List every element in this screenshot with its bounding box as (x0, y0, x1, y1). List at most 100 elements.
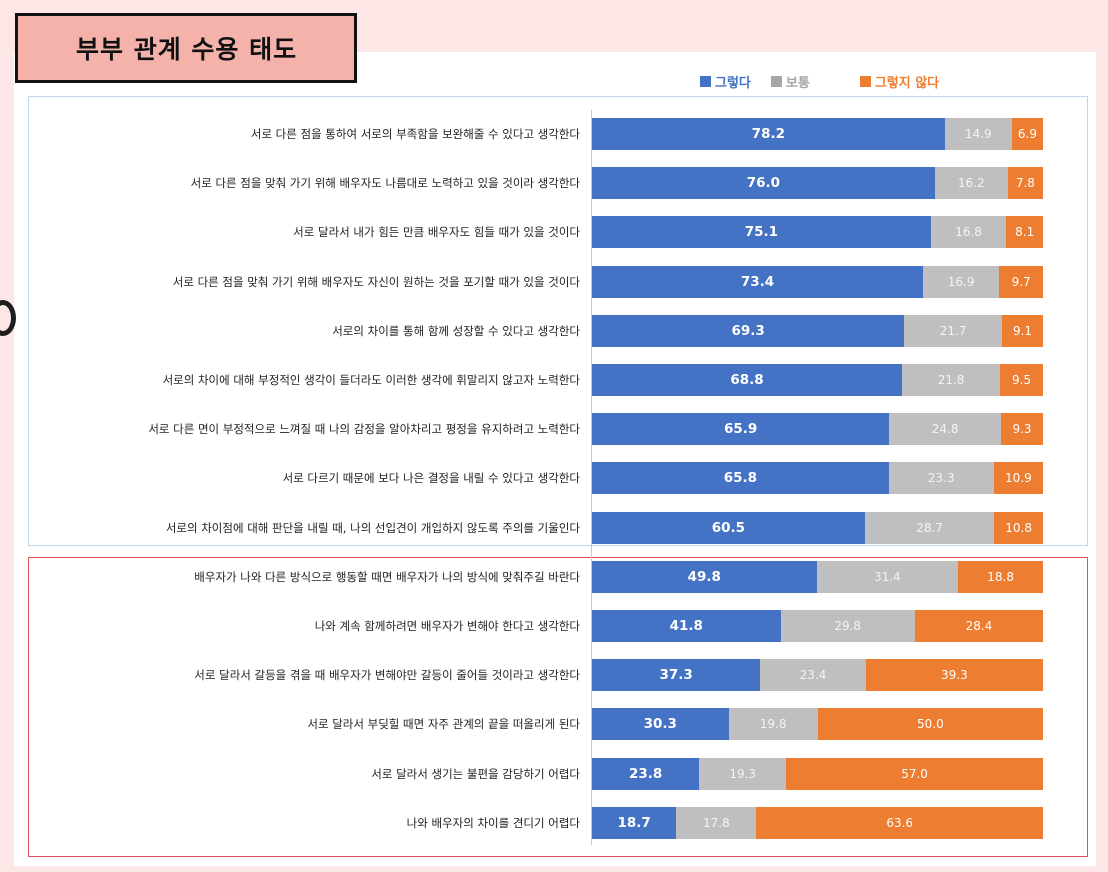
chart-title: 부부 관계 수용 태도 (15, 13, 357, 83)
bar-segment-neutral: 31.4 (816, 561, 959, 593)
bar-segment-neutral: 17.8 (676, 807, 757, 839)
bar-segment-no: 18.8 (958, 561, 1043, 593)
data-label: 76.0 (746, 175, 781, 191)
data-label: 16.9 (947, 275, 975, 289)
data-label: 78.2 (751, 126, 785, 142)
category-label: 서로의 차이에 대해 부정적인 생각이 들더라도 이러한 생각에 휘말리지 않고… (162, 373, 580, 387)
data-label: 21.7 (939, 324, 967, 338)
data-label: 21.8 (937, 373, 965, 387)
bar-segment-yes: 30.3 (592, 708, 729, 740)
bar-segment-yes: 65.9 (592, 413, 890, 445)
bar-segment-neutral: 24.8 (889, 413, 1002, 445)
chart-title-text: 부부 관계 수용 태도 (76, 35, 298, 64)
data-label: 23.8 (628, 766, 663, 782)
data-label: 63.6 (886, 816, 914, 830)
bar-segment-neutral: 21.7 (904, 315, 1002, 347)
data-label: 18.8 (987, 570, 1014, 584)
category-label: 서로 달라서 부딪힐 때면 자주 관계의 끝을 떠올리게 된다 (307, 717, 580, 731)
legend-label-neutral: 보통 (785, 76, 810, 91)
bar-segment-yes: 41.8 (592, 610, 781, 642)
category-label: 서로의 차이점에 대해 판단을 내릴 때, 나의 선입견이 개입하지 않도록 주… (165, 521, 580, 535)
data-label: 41.8 (669, 618, 703, 634)
decorative-swirl-icon (0, 300, 16, 336)
data-label: 49.8 (687, 569, 721, 585)
bar-segment-yes: 78.2 (592, 118, 945, 150)
data-label: 29.8 (834, 619, 862, 633)
data-label: 65.9 (723, 421, 758, 437)
legend: 그렇다 보통 그렇지 않다 (700, 72, 939, 91)
data-label: 60.5 (711, 520, 746, 536)
bar-segment-no: 28.4 (914, 610, 1043, 642)
legend-swatch-no (859, 76, 871, 87)
bar-segment-yes: 68.8 (592, 364, 902, 396)
positive-items-group (28, 96, 1088, 546)
data-label: 9.5 (1012, 373, 1032, 387)
legend-swatch-yes (700, 76, 711, 87)
category-label: 나와 계속 함께하려면 배우자가 변해야 한다고 생각한다 (314, 619, 580, 633)
data-label: 65.8 (723, 470, 758, 486)
category-label: 서로 다른 점을 통하여 서로의 부족함을 보완해줄 수 있다고 생각한다 (250, 127, 580, 141)
data-label: 14.9 (964, 127, 992, 141)
bar-segment-no: 9.3 (1001, 413, 1043, 445)
data-label: 8.1 (1015, 225, 1035, 239)
bar-segment-neutral: 14.9 (944, 118, 1012, 150)
legend-item-yes: 그렇다 (700, 72, 751, 91)
bar-segment-no: 6.9 (1011, 118, 1043, 150)
data-label: 19.3 (729, 767, 757, 781)
legend-item-neutral: 보통 (770, 72, 810, 91)
data-label: 50.0 (916, 717, 944, 731)
bar-segment-yes: 60.5 (592, 512, 865, 544)
category-label: 서로 다른 점을 맞춰 가기 위해 배우자도 자신이 원하는 것을 포기할 때가… (172, 275, 580, 289)
data-label: 23.3 (927, 471, 955, 485)
legend-label-no: 그렇지 않다 (874, 76, 940, 91)
bar-segment-no: 9.1 (1002, 315, 1043, 347)
data-label: 28.7 (916, 521, 943, 535)
legend-swatch-neutral (770, 76, 782, 87)
bar-segment-no: 10.8 (994, 512, 1043, 544)
data-label: 10.9 (1005, 471, 1032, 485)
category-label: 서로 다른 면이 부정적으로 느껴질 때 나의 감정을 알아차리고 평정을 유지… (148, 422, 580, 436)
category-label: 서로 다른 점을 맞춰 가기 위해 배우자도 나름대로 노력하고 있을 것이라 … (190, 176, 580, 190)
category-label: 나와 배우자의 차이를 견디기 어렵다 (406, 816, 580, 830)
bar-segment-yes: 49.8 (592, 561, 817, 593)
data-label: 18.7 (617, 815, 651, 831)
data-label: 68.8 (730, 372, 764, 388)
data-label: 19.8 (759, 717, 787, 731)
bar-segment-neutral: 21.8 (901, 364, 1001, 396)
data-label: 9.3 (1012, 422, 1032, 436)
bar-segment-neutral: 23.4 (760, 659, 866, 691)
data-label: 16.2 (957, 176, 985, 190)
data-label: 23.4 (799, 668, 827, 682)
bar-segment-no: 10.9 (993, 462, 1043, 494)
category-label: 서로 달라서 내가 힘든 만큼 배우자도 힘들 때가 있을 것이다 (293, 225, 580, 239)
bar-segment-neutral: 16.2 (934, 167, 1008, 199)
category-label: 서로 다르기 때문에 보다 나은 결정을 내릴 수 있다고 생각한다 (282, 471, 580, 485)
data-label: 24.8 (931, 422, 959, 436)
category-label: 배우자가 나와 다른 방식으로 행동할 때면 배우자가 나의 방식에 맞춰주길 … (194, 570, 580, 584)
bar-segment-yes: 76.0 (592, 167, 935, 199)
data-label: 6.9 (1017, 127, 1037, 141)
bar-segment-yes: 23.8 (592, 758, 700, 790)
negative-items-group (28, 557, 1088, 857)
bar-segment-no: 7.8 (1007, 167, 1043, 199)
data-label: 28.4 (965, 619, 993, 633)
data-label: 69.3 (731, 323, 765, 339)
legend-label-yes: 그렇다 (715, 76, 751, 91)
bar-segment-yes: 69.3 (592, 315, 905, 347)
data-label: 37.3 (659, 667, 693, 683)
data-label: 10.8 (1005, 521, 1032, 535)
bar-segment-neutral: 16.8 (930, 216, 1007, 248)
data-label: 31.4 (874, 570, 901, 584)
category-label: 서로의 차이를 통해 함께 성장할 수 있다고 생각한다 (332, 324, 580, 338)
bar-segment-no: 39.3 (865, 659, 1043, 691)
bar-segment-no: 57.0 (786, 758, 1043, 790)
legend-item-no: 그렇지 않다 (859, 72, 940, 91)
data-label: 30.3 (643, 716, 677, 732)
category-label: 서로 달라서 생기는 불편을 감당하기 어렵다 (371, 767, 580, 781)
bar-segment-yes: 18.7 (592, 807, 677, 839)
category-label: 서로 달라서 갈등을 겪을 때 배우자가 변해야만 갈등이 줄어들 것이라고 생… (194, 668, 580, 682)
data-label: 39.3 (941, 668, 968, 682)
bar-segment-neutral: 16.9 (923, 266, 1000, 298)
bar-segment-no: 9.7 (999, 266, 1043, 298)
